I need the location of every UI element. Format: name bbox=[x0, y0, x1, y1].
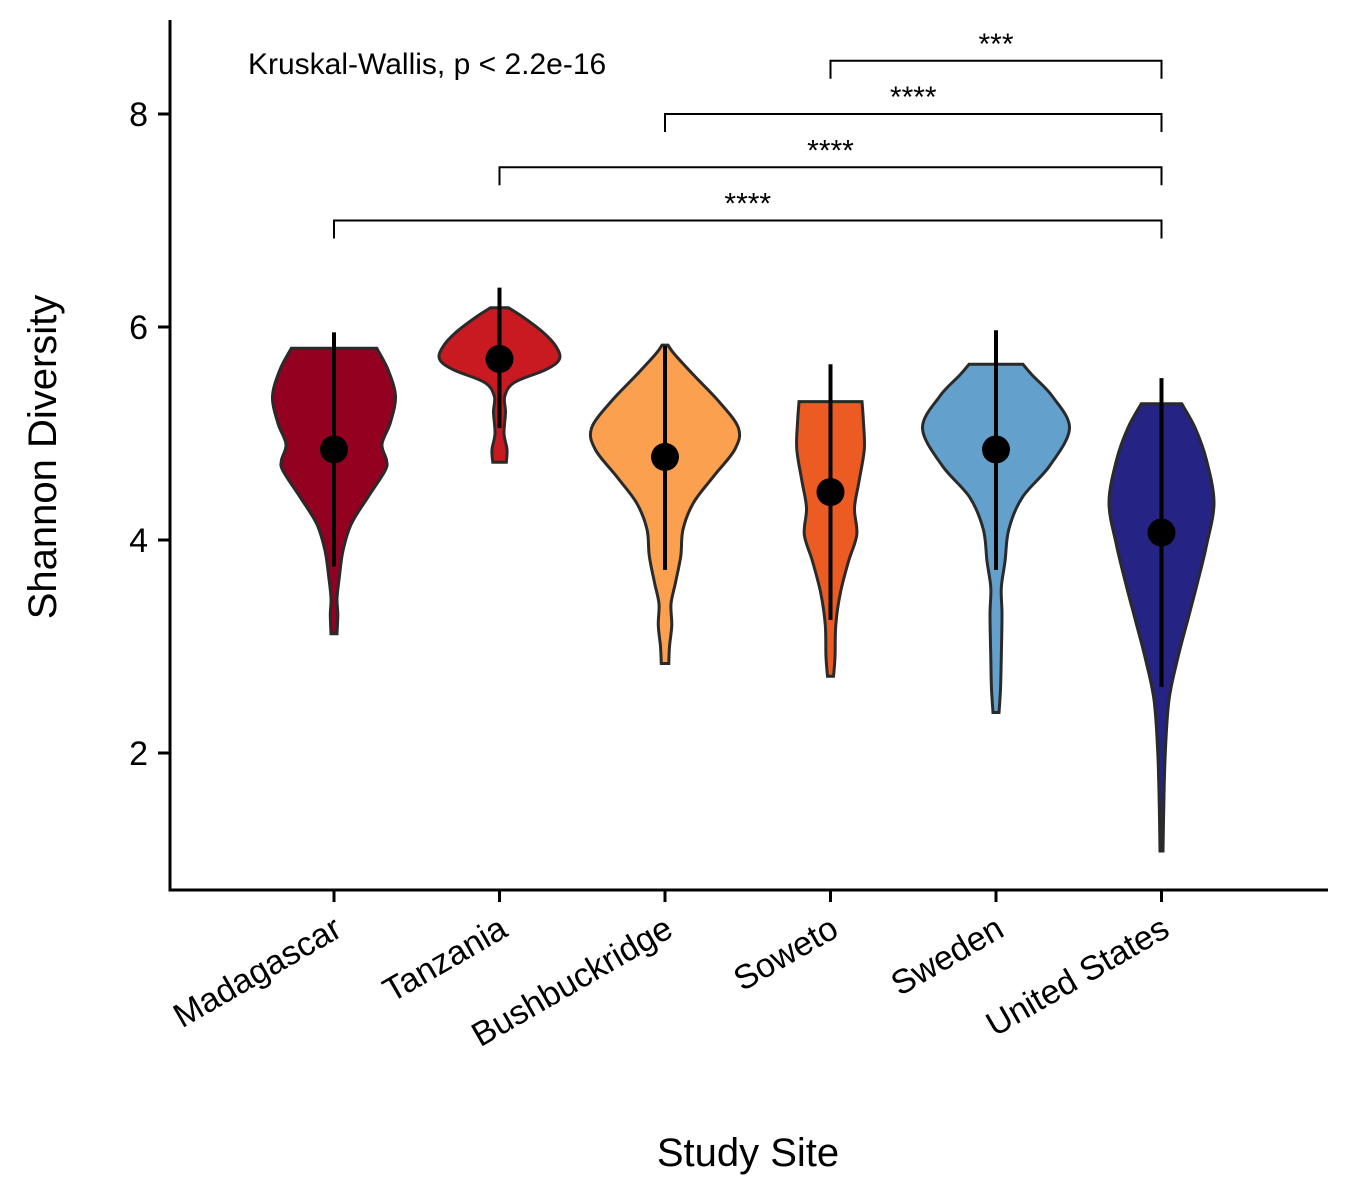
significance-label: *** bbox=[978, 28, 1013, 61]
significance-label: **** bbox=[807, 134, 854, 167]
y-axis-title: Shannon Diversity bbox=[21, 295, 65, 620]
kruskal-wallis-annotation: Kruskal-Wallis, p < 2.2e-16 bbox=[248, 48, 606, 81]
summary-point bbox=[1147, 518, 1176, 547]
summary-point bbox=[320, 435, 348, 464]
summary-point bbox=[651, 442, 679, 471]
x-tick-label: Madagascar bbox=[167, 909, 348, 1035]
comparison-bracket bbox=[333, 219, 1163, 239]
comparison-brackets: *************** bbox=[333, 28, 1163, 239]
significance-label: **** bbox=[890, 81, 937, 114]
x-tick-label: Sweden bbox=[885, 909, 1010, 1003]
y-tick-label: 8 bbox=[129, 96, 148, 134]
y-tick-label: 4 bbox=[129, 522, 148, 560]
y-tick-label: 2 bbox=[129, 735, 148, 773]
significance-label: **** bbox=[724, 188, 771, 221]
x-tick-label: Tanzania bbox=[377, 909, 514, 1010]
y-tick-label: 6 bbox=[129, 309, 148, 347]
summary-point bbox=[816, 478, 845, 507]
x-tick-label: Soweto bbox=[727, 909, 844, 999]
summary-point bbox=[485, 344, 514, 373]
comparison-bracket bbox=[498, 166, 1163, 186]
comparison-bracket bbox=[664, 113, 1163, 132]
summary-point bbox=[982, 435, 1010, 464]
violins bbox=[270, 287, 1216, 853]
x-axis-title: Study Site bbox=[657, 1131, 839, 1175]
x-tick-label: United States bbox=[980, 909, 1176, 1044]
comparison-bracket bbox=[829, 59, 1163, 79]
